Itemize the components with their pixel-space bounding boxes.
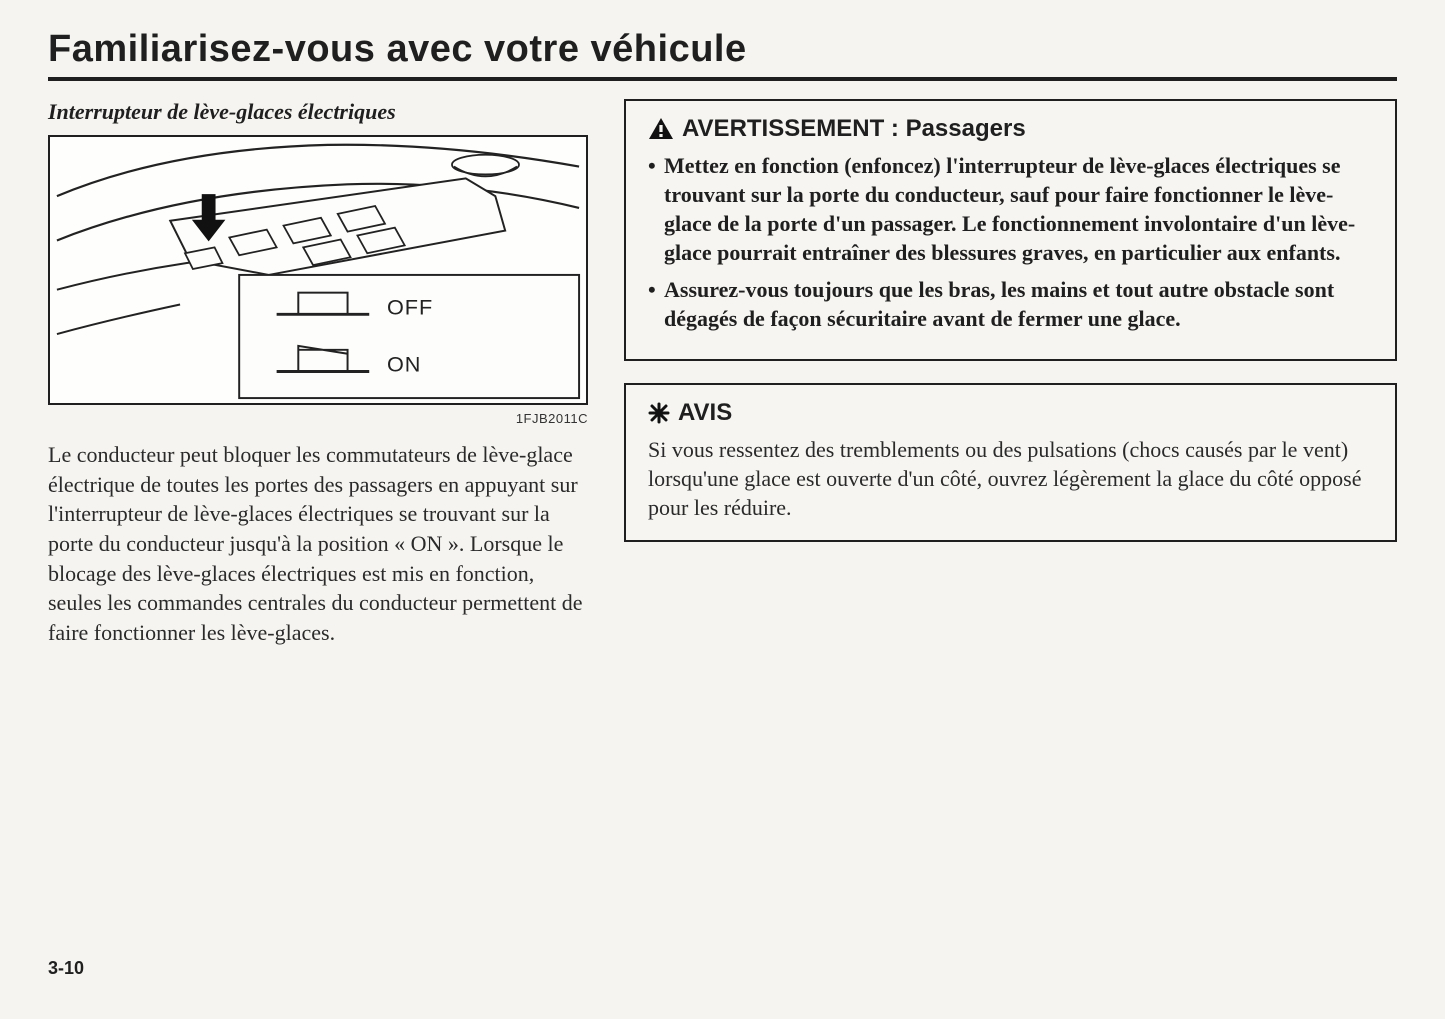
notice-header: AVIS (648, 399, 1373, 427)
body-paragraph: Le conducteur peut bloquer les commutate… (48, 440, 588, 648)
warning-box: AVERTISSEMENT : Passagers Mettez en fonc… (624, 99, 1397, 361)
warning-header: AVERTISSEMENT : Passagers (648, 115, 1373, 143)
right-column: AVERTISSEMENT : Passagers Mettez en fonc… (624, 99, 1397, 648)
notice-body: Si vous ressentez des tremblements ou de… (648, 435, 1373, 522)
warning-triangle-icon (648, 117, 674, 141)
warning-item: Mettez en fonction (enfoncez) l'interrup… (648, 151, 1373, 267)
label-on: ON (387, 351, 421, 376)
warning-list: Mettez en fonction (enfoncez) l'interrup… (648, 151, 1373, 333)
warning-item: Assurez-vous toujours que les bras, les … (648, 275, 1373, 333)
page-number: 3-10 (48, 958, 84, 979)
warning-header-text: AVERTISSEMENT : Passagers (682, 115, 1026, 143)
window-switch-illustration: OFF ON (50, 137, 586, 403)
two-column-layout: Interrupteur de lève-glaces électriques (48, 99, 1397, 648)
asterisk-icon (648, 402, 670, 424)
section-subtitle: Interrupteur de lève-glaces électriques (48, 99, 588, 125)
notice-box: AVIS Si vous ressentez des tremblements … (624, 383, 1397, 542)
figure-caption: 1FJB2011C (48, 411, 588, 426)
page-title: Familiarisez-vous avec votre véhicule (48, 28, 1397, 81)
label-off: OFF (387, 294, 433, 319)
left-column: Interrupteur de lève-glaces électriques (48, 99, 588, 648)
notice-header-text: AVIS (678, 399, 732, 427)
figure-window-switch: OFF ON (48, 135, 588, 405)
